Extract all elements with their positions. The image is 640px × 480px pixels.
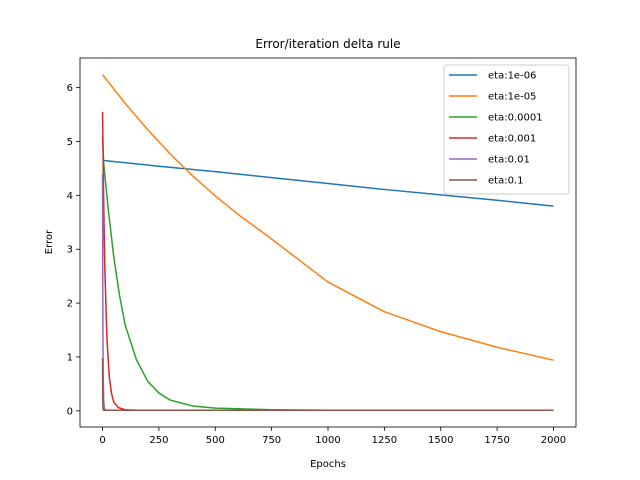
chart-title: Error/iteration delta rule: [255, 37, 400, 51]
legend-label-2: eta:1e-05: [488, 92, 536, 103]
y-tick-label: 1: [67, 352, 73, 363]
x-tick-label: 1000: [315, 435, 340, 446]
legend-label-5: eta:0.01: [488, 155, 530, 166]
y-tick-label: 6: [67, 83, 73, 94]
legend: eta:1e-06 eta:1e-05 eta:0.0001 eta:0.001 eta…: [443, 64, 570, 195]
series-line-1: [102, 159, 554, 207]
y-axis-label: Error: [44, 229, 55, 254]
x-tick-label: 2000: [541, 435, 566, 446]
x-axis-label: Epochs: [310, 459, 346, 470]
x-tick-label: 0: [99, 435, 105, 446]
axis-ticks: 0 250 500 750 1000 1250 1500 1750 2000 0 1 2 3 4 5 6: [67, 83, 567, 446]
legend-label-6: eta:0.1: [488, 176, 523, 187]
y-tick-label: 4: [67, 191, 73, 202]
y-tick-label: 0: [67, 406, 73, 417]
y-tick-label: 5: [67, 137, 73, 148]
y-tick-label: 2: [67, 299, 73, 310]
x-tick-label: 1750: [484, 435, 509, 446]
legend-label-1: eta:1e-06: [488, 71, 536, 82]
x-tick-label: 250: [149, 435, 168, 446]
series-line-6: [101, 358, 554, 412]
y-tick-label: 3: [67, 245, 73, 256]
legend-label-4: eta:0.001: [488, 134, 536, 145]
x-tick-label: 1500: [428, 435, 453, 446]
legend-label-3: eta:0.0001: [488, 113, 543, 124]
series-line-2: [101, 74, 554, 361]
x-tick-label: 500: [206, 435, 225, 446]
x-tick-label: 1250: [372, 435, 397, 446]
legend-box: [443, 64, 570, 195]
x-tick-label: 750: [262, 435, 281, 446]
